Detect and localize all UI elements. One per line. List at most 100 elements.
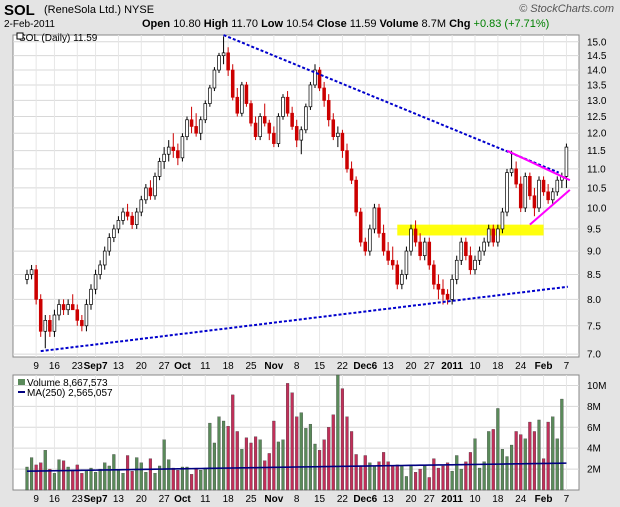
price-legend-swatch	[16, 32, 24, 40]
volume-bar	[450, 471, 454, 491]
candle-body	[57, 304, 61, 316]
volume-bar	[386, 461, 390, 491]
volume-bar	[80, 473, 84, 491]
volume-x-tick-label: 7	[564, 494, 570, 505]
x-tick-label: 18	[223, 361, 235, 372]
candle-body	[500, 211, 505, 230]
candle-body	[505, 172, 509, 213]
volume-bar	[468, 452, 472, 491]
x-tick-label: 10	[469, 361, 481, 372]
candle-body	[345, 150, 349, 170]
volume-bar	[144, 472, 148, 491]
candle-body	[253, 122, 258, 137]
volume-bar	[423, 465, 427, 491]
volume-bar	[162, 439, 166, 491]
volume-bar	[130, 471, 134, 491]
candle-body	[336, 132, 340, 137]
volume-bar	[71, 471, 75, 491]
volume-bar	[336, 374, 340, 491]
volume-bar	[487, 431, 491, 491]
x-tick-label: 11	[200, 361, 211, 372]
price-tick-label: 12.5	[587, 112, 607, 123]
candle-body	[258, 116, 262, 137]
volume-bar	[455, 455, 459, 491]
candle-body	[217, 55, 221, 71]
trendline	[40, 285, 568, 353]
volume-bar	[436, 467, 440, 491]
candle-body	[194, 126, 198, 134]
candle-body	[518, 183, 523, 209]
x-tick-label: 22	[337, 361, 349, 372]
volume-bar	[295, 416, 299, 491]
volume-bar	[404, 476, 408, 491]
candle-body	[468, 255, 473, 271]
volume-bar	[281, 439, 285, 491]
volume-bar	[395, 464, 399, 491]
volume-bar	[84, 469, 88, 491]
candle-body	[176, 150, 180, 159]
volume-bar	[171, 467, 175, 491]
x-tick-label: 15	[314, 361, 326, 372]
volume-tick-label: 6M	[587, 423, 601, 434]
volume-bar	[103, 462, 107, 491]
copyright: © StockCharts.com	[519, 3, 614, 15]
candle-body	[477, 250, 482, 261]
candle-body	[61, 304, 66, 311]
volume-bar	[258, 439, 262, 491]
volume-bar	[496, 408, 500, 491]
price-tick-label: 9.5	[587, 224, 601, 235]
volume-value: 8.7M	[421, 18, 446, 30]
x-tick-label: 13	[383, 361, 395, 372]
volume-bar	[66, 466, 70, 491]
candle-body	[29, 269, 34, 275]
x-tick-label: 18	[492, 361, 504, 372]
volume-bar	[500, 449, 504, 491]
open-label: Open	[142, 18, 171, 30]
candle-body	[198, 119, 203, 134]
x-tick-label: 20	[136, 361, 148, 372]
volume-bar	[25, 466, 29, 491]
price-legend: SOL (Daily) 11.59	[19, 33, 98, 44]
candle-body	[432, 264, 436, 285]
x-tick-label: Nov	[264, 361, 283, 372]
price-tick-label: 11.0	[587, 164, 606, 175]
volume-bar	[231, 394, 235, 491]
volume-bar	[304, 428, 308, 491]
volume-x-tick-label: Oct	[174, 494, 191, 505]
volume-bar	[340, 388, 344, 491]
volume-bar	[308, 423, 312, 491]
candle-body	[509, 168, 514, 173]
candle-body	[363, 241, 368, 252]
volume-bar	[203, 467, 207, 491]
volume-bar	[510, 444, 514, 491]
ma250-line	[26, 462, 567, 472]
candle-body	[555, 179, 560, 193]
volume-bar	[391, 465, 395, 491]
volume-bar	[551, 416, 555, 491]
volume-x-tick-label: Dec6	[353, 494, 377, 505]
x-tick-label: 27	[159, 361, 171, 372]
candle-body	[377, 207, 381, 234]
candle-body	[537, 179, 541, 209]
candle-body	[66, 304, 70, 311]
volume-bar	[409, 465, 413, 491]
candle-body	[441, 288, 445, 295]
volume-bar	[514, 431, 518, 491]
candle-body	[358, 211, 363, 243]
candle-body	[93, 274, 98, 290]
volume-bar	[322, 439, 326, 491]
volume-bar	[555, 438, 559, 491]
volume-bar	[272, 420, 276, 491]
volume-x-tick-label: 23	[72, 494, 84, 505]
candle-body	[395, 264, 400, 285]
candle-body	[368, 228, 372, 252]
symbol-title: SOL	[4, 2, 35, 19]
volume-bar	[478, 467, 482, 491]
volume-bar	[263, 460, 267, 491]
candle-body	[326, 100, 331, 121]
volume-bar	[267, 453, 271, 491]
high-value: 11.70	[231, 18, 259, 30]
volume-bar	[560, 398, 564, 491]
volume-bar	[116, 468, 120, 491]
candle-body	[244, 84, 249, 104]
